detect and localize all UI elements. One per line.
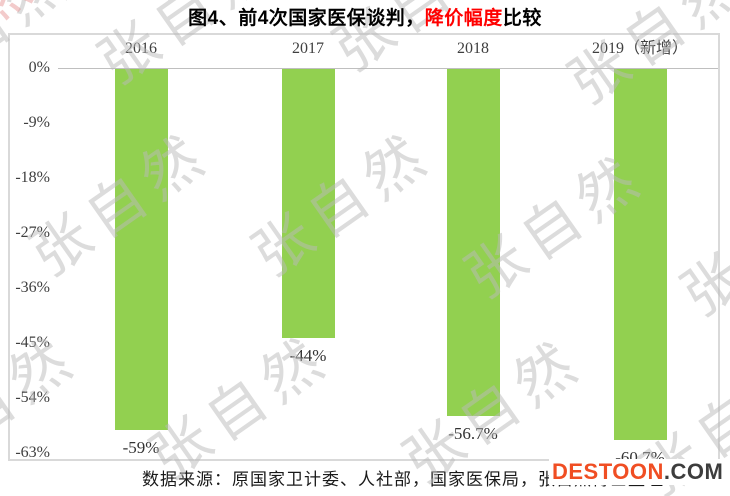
- y-axis-tick-label: -63%: [15, 444, 50, 461]
- value-label-2016: -59%: [122, 437, 160, 457]
- value-label-2017: -44%: [289, 345, 327, 365]
- y-axis-tick-label: -27%: [15, 224, 50, 241]
- bar-2018: [446, 69, 500, 416]
- chart-title-highlight: 降价幅度: [424, 8, 503, 29]
- bar-2017: [281, 69, 335, 338]
- destoon-suffix-text: .COM: [663, 459, 724, 484]
- y-axis-tick-label: -36%: [15, 279, 50, 296]
- category-label-2017: 2017: [292, 40, 324, 57]
- y-axis-tick-label: -45%: [15, 334, 50, 351]
- source-note: 数据来源：原国家卫计委、人社部，国家医保局，张自然博士整理: [142, 470, 664, 489]
- chart-title-suffix: 比较: [502, 8, 542, 29]
- bar-2019: [613, 69, 667, 440]
- y-axis-tick-label: -9%: [23, 114, 50, 131]
- chart-title-prefix: 图4、前4次国家医保谈判，: [188, 8, 425, 29]
- zero-axis-line: [58, 68, 718, 69]
- y-axis-tick-label: -54%: [15, 389, 50, 406]
- destoon-watermark: DESTOON.COM: [549, 459, 727, 485]
- category-label-2016: 2016: [125, 40, 157, 57]
- category-label-2019: 2019（新增）: [591, 40, 688, 57]
- destoon-brand-text: DESTOON: [552, 459, 664, 484]
- chart-title: 图4、前4次国家医保谈判，降价幅度比较: [0, 3, 730, 30]
- chart-area: 0% -9% -18% -27% -36% -45% -54% -63% 2016 -59% 201…: [8, 33, 720, 467]
- y-axis-tick-label: 0%: [28, 59, 50, 76]
- category-label-2018: 2018: [457, 40, 489, 57]
- y-axis-tick-label: -18%: [15, 169, 50, 186]
- value-label-2018: -56.7%: [448, 423, 498, 443]
- bar-2016: [114, 69, 168, 430]
